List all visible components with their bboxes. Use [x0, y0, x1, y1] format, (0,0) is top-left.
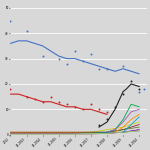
- Point: [25, 95, 28, 98]
- Point: [33, 98, 36, 100]
- Point: [114, 106, 116, 108]
- Point: [98, 68, 100, 70]
- Point: [90, 103, 92, 105]
- Point: [122, 93, 124, 95]
- Point: [74, 50, 76, 52]
- Point: [25, 30, 28, 32]
- Point: [50, 95, 52, 98]
- Point: [66, 103, 68, 105]
- Point: [41, 55, 44, 57]
- Point: [74, 106, 76, 108]
- Point: [138, 88, 140, 90]
- Point: [90, 52, 92, 55]
- Point: [106, 111, 108, 113]
- Point: [58, 100, 60, 103]
- Point: [106, 118, 108, 121]
- Point: [82, 108, 84, 111]
- Point: [66, 62, 68, 65]
- Point: [9, 19, 12, 22]
- Point: [143, 88, 145, 90]
- Point: [138, 90, 140, 93]
- Point: [122, 65, 124, 67]
- Point: [130, 80, 132, 83]
- Point: [41, 100, 44, 103]
- Point: [58, 57, 60, 60]
- Point: [98, 123, 100, 126]
- Point: [9, 88, 12, 90]
- Point: [106, 68, 108, 70]
- Point: [98, 108, 100, 111]
- Point: [82, 60, 84, 62]
